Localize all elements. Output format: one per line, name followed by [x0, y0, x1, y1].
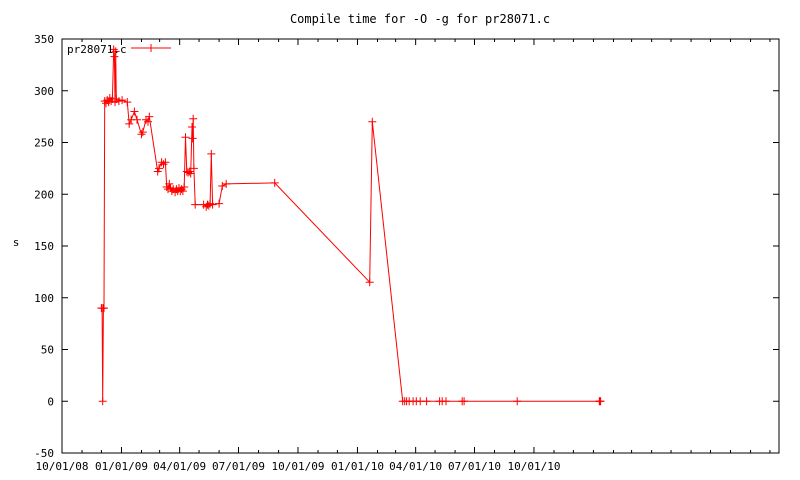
data-point	[114, 97, 123, 106]
data-point	[218, 182, 227, 190]
data-point	[188, 134, 197, 143]
y-tick-label: 50	[41, 344, 54, 357]
data-point	[191, 200, 200, 209]
y-tick-label: 0	[47, 395, 54, 408]
x-tick-label: 10/01/08	[36, 460, 89, 473]
data-point	[189, 164, 198, 173]
data-point	[181, 133, 190, 142]
series-layer	[97, 45, 605, 406]
axes-layer: -50 0 50 100 150 200 250 300 350 10/01/08 01/01/09…	[34, 33, 779, 473]
data-point	[460, 397, 469, 406]
x-tick-label: 10/01/09	[271, 460, 324, 473]
y-axis-label: s	[13, 236, 20, 249]
data-point	[422, 397, 431, 406]
data-point	[144, 117, 152, 126]
data-point	[138, 128, 147, 137]
data-point	[180, 183, 189, 191]
data-point	[188, 123, 196, 131]
y-tick-label: 300	[34, 85, 54, 98]
y-tick-label: 100	[34, 292, 54, 305]
x-tick-label: 04/01/09	[153, 460, 206, 473]
legend-label: pr28071.c	[67, 43, 127, 56]
y-tick-label: 350	[34, 33, 54, 46]
legend-marker	[147, 44, 155, 52]
x-tick-label: 01/01/09	[95, 460, 148, 473]
data-point	[118, 96, 127, 105]
x-tick-label: 10/01/10	[507, 460, 560, 473]
data-point	[123, 98, 132, 107]
data-point	[111, 47, 120, 56]
data-point	[178, 187, 187, 196]
data-point	[145, 112, 154, 121]
data-point	[165, 179, 174, 188]
data-point	[204, 201, 213, 210]
data-point	[222, 179, 231, 188]
y-tick-label: 150	[34, 240, 54, 253]
data-point	[207, 149, 216, 158]
data-point	[215, 199, 224, 208]
data-point	[208, 200, 217, 209]
y-tick-label: 200	[34, 188, 54, 201]
data-point	[98, 397, 107, 406]
data-point	[513, 397, 522, 406]
x-tick-label: 01/01/10	[331, 460, 384, 473]
data-point	[596, 397, 605, 406]
data-point	[161, 158, 170, 167]
x-tick-label: 04/01/10	[389, 460, 442, 473]
data-point	[186, 169, 195, 178]
data-point	[137, 130, 146, 139]
chart-title: Compile time for -O -g for pr28071.c	[290, 12, 550, 26]
data-point	[109, 45, 118, 54]
legend: pr28071.c	[67, 43, 171, 56]
x-tick-label: 07/01/10	[448, 460, 501, 473]
data-point	[368, 117, 377, 126]
data-point	[189, 114, 198, 123]
data-point	[185, 167, 194, 176]
data-point	[365, 278, 374, 287]
data-point	[442, 397, 450, 406]
data-point	[100, 304, 108, 313]
data-point	[159, 160, 168, 169]
data-point	[110, 52, 119, 61]
data-point	[155, 164, 163, 173]
data-point	[125, 119, 134, 128]
data-point	[270, 178, 279, 187]
y-tick-label: 250	[34, 137, 54, 150]
data-point	[107, 97, 116, 106]
x-tick-label: 07/01/09	[212, 460, 265, 473]
data-point	[133, 115, 141, 124]
y-tick-label: -50	[34, 447, 54, 460]
data-point	[130, 107, 139, 116]
